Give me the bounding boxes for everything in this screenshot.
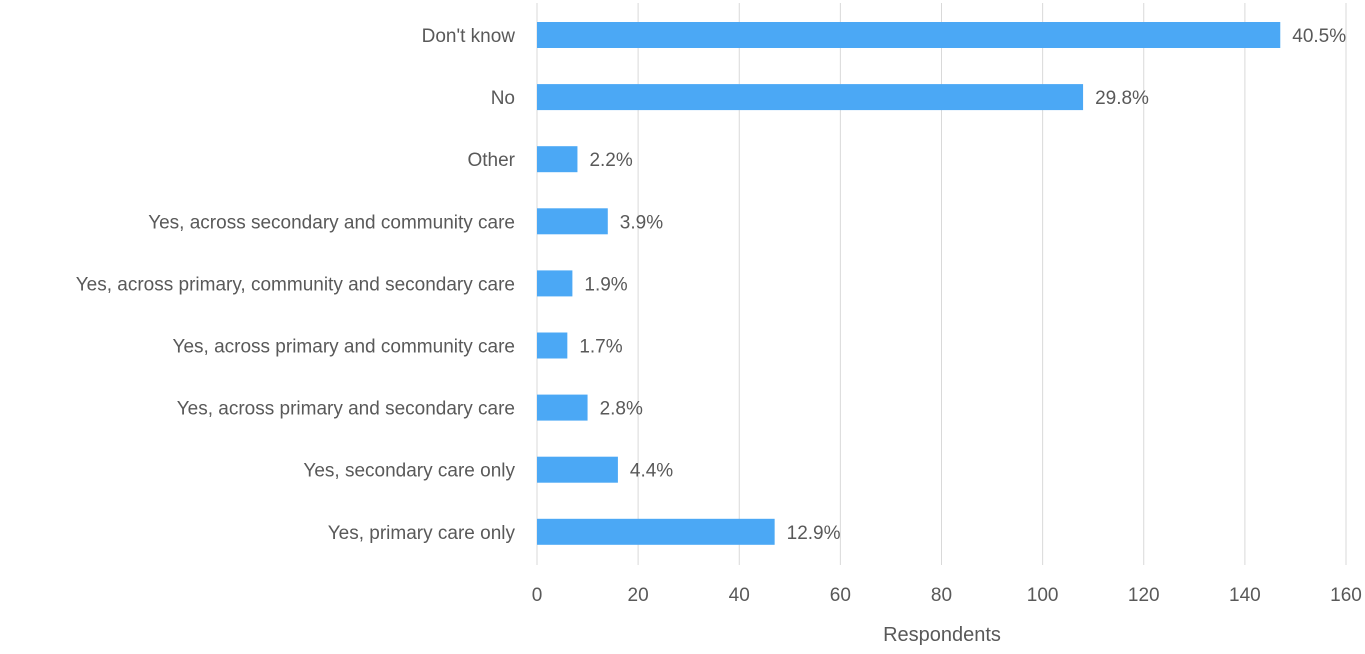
category-label: Don't know <box>422 26 516 47</box>
x-tick-label: 0 <box>532 585 543 606</box>
x-axis-title: Respondents <box>883 624 1001 646</box>
data-label: 40.5% <box>1292 26 1346 47</box>
category-label: Yes, across primary and community care <box>173 337 515 358</box>
x-tick-label: 40 <box>729 585 750 606</box>
data-label: 3.9% <box>620 212 663 233</box>
bar <box>537 394 588 421</box>
bar <box>537 146 578 173</box>
bar <box>537 456 618 483</box>
x-tick-label: 100 <box>1027 585 1059 606</box>
bars <box>537 22 1281 545</box>
category-label: Yes, across primary, community and secon… <box>76 274 515 295</box>
x-tick-label: 120 <box>1128 585 1160 606</box>
x-tick-label: 140 <box>1229 585 1261 606</box>
data-label: 29.8% <box>1095 88 1149 109</box>
bar <box>537 518 775 545</box>
data-labels: 40.5% 29.8% 2.2% 3.9% 1.9% 1.7% 2.8% 4.4% 12.9% <box>579 26 1346 544</box>
bar <box>537 84 1084 111</box>
bar <box>537 332 568 359</box>
bar <box>537 208 608 235</box>
data-label: 12.9% <box>787 523 841 544</box>
category-label: Other <box>467 150 515 171</box>
category-label: Yes, across secondary and community care <box>148 212 515 233</box>
data-label: 1.7% <box>579 337 622 358</box>
bar <box>537 22 1281 48</box>
category-label: No <box>491 88 515 109</box>
data-label: 4.4% <box>630 461 673 482</box>
category-labels: Don't know No Other Yes, across secondary a… <box>76 26 516 544</box>
x-tick-label: 60 <box>830 585 851 606</box>
category-label: Yes, primary care only <box>328 523 516 544</box>
category-label: Yes, across primary and secondary care <box>177 399 515 420</box>
data-label: 2.8% <box>600 399 643 420</box>
x-tick-label: 160 <box>1330 585 1362 606</box>
x-axis-tick-labels: 0 20 40 60 80 100 120 140 160 <box>532 585 1362 606</box>
category-label: Yes, secondary care only <box>303 461 515 482</box>
x-tick-label: 80 <box>931 585 952 606</box>
bar <box>537 270 573 297</box>
data-label: 2.2% <box>589 150 632 171</box>
x-tick-label: 20 <box>628 585 649 606</box>
data-label: 1.9% <box>584 274 627 295</box>
